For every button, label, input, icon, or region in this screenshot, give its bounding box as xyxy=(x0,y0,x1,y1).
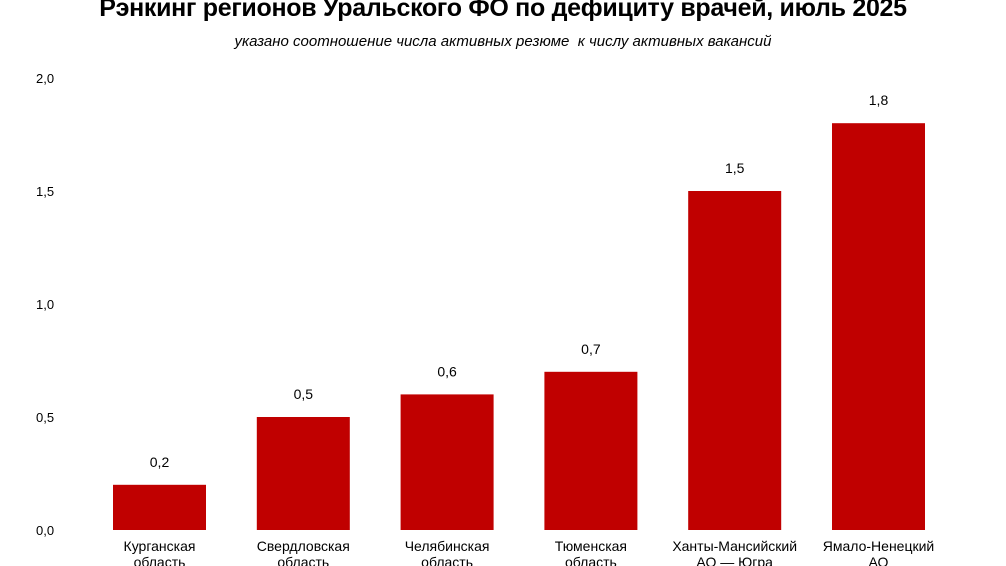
chart-subtitle: указано соотношение числа активных резюм… xyxy=(234,33,772,50)
y-tick-label: 2,0 xyxy=(36,71,54,86)
bar xyxy=(400,394,494,530)
x-tick-label: Ханты-Мансийский xyxy=(672,538,797,554)
x-tick-label: Свердловская xyxy=(257,538,350,554)
data-label: 1,5 xyxy=(725,160,745,176)
y-tick-label: 0,5 xyxy=(36,410,54,425)
data-label: 0,6 xyxy=(437,363,457,379)
x-tick-label: Курганская xyxy=(124,538,196,554)
y-tick-label: 1,5 xyxy=(36,184,54,199)
x-tick-label: область xyxy=(277,554,329,566)
bar xyxy=(832,123,925,530)
x-tick-label: Ямало-Ненецкий xyxy=(823,538,935,554)
data-label: 0,5 xyxy=(294,386,314,402)
x-tick-label: АО — Югра xyxy=(696,554,773,566)
chart-title: Рэнкинг регионов Уральского ФО по дефици… xyxy=(99,0,907,22)
bar xyxy=(113,484,206,530)
bar xyxy=(688,191,782,530)
x-tick-label: область xyxy=(565,554,617,566)
data-label: 1,8 xyxy=(869,92,889,108)
bar xyxy=(544,371,638,530)
x-tick-label: Челябинская xyxy=(405,538,490,554)
data-label: 0,7 xyxy=(581,341,601,357)
y-tick-label: 1,0 xyxy=(36,297,54,312)
x-tick-label: Тюменская xyxy=(555,538,627,554)
x-tick-label: область xyxy=(421,554,473,566)
y-tick-label: 0,0 xyxy=(36,523,54,538)
bar xyxy=(256,417,350,530)
x-tick-label: АО xyxy=(869,554,889,566)
data-label: 0,2 xyxy=(150,454,170,470)
x-tick-label: область xyxy=(134,554,186,566)
